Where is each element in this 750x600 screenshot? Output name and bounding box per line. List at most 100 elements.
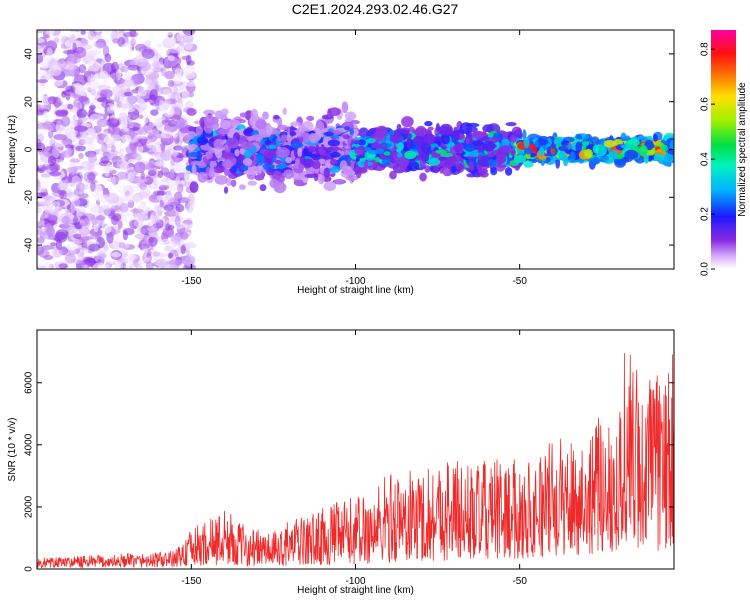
spectrogram-cell [184,171,195,182]
spectrogram-cell [132,50,142,56]
spectrogram-cell [282,107,287,116]
spectrogram-cell [344,149,350,156]
spectrogram-cell [581,141,590,146]
spectrogram-cell [103,135,114,145]
spectrogram-cell [120,43,133,55]
spectrogram-cell [97,96,108,103]
spectrogram-cell [75,145,86,152]
spectrogram-cell [137,259,145,265]
spectrogram-cell [53,37,60,44]
spectrogram-cell [364,146,372,152]
spectrogram-cell [52,249,63,258]
spectrogram-cell [119,202,129,213]
spectrogram-cell [273,115,280,120]
spectrogram-cell [223,186,229,194]
spectrogram-cell [277,136,282,142]
spectrogram-cell [389,170,397,180]
spectrogram-cell [212,165,226,173]
spectrogram-cell [74,207,87,217]
spectrogram-cell [276,147,290,158]
spectrogram-cell [138,99,148,111]
spectrogram-cell [653,134,658,142]
spectrogram-cell [213,138,224,150]
spectrogram-cell [37,234,41,239]
spectrogram-cell [123,264,131,269]
spectrogram-cell [41,199,54,212]
y-tick-label: 4000 [24,433,35,456]
spectrogram-cell [136,156,143,162]
snr-series [37,352,674,569]
spectrogram-cell [37,79,49,84]
spectrogram-cell [191,164,197,175]
spectrogram-cell [88,243,101,252]
spectrogram-cell [435,123,440,132]
spectrogram-cell [185,202,194,214]
spectrogram-cell [78,260,85,269]
spectrogram-cell [174,68,183,75]
x-tick-label: -100 [345,576,365,587]
spectrogram-cell [427,126,434,131]
spectrogram-cell [275,164,286,170]
spectrogram-cell [87,154,97,163]
spectrogram-cell [41,245,55,250]
spectrogram-cell [162,227,174,238]
spectrogram-cell [504,167,513,176]
spectrogram-cell [424,165,431,173]
spectrogram-cell [472,140,485,146]
spectrogram-cell [509,134,517,143]
spectrogram-cell [91,233,98,240]
spectrogram-cell [95,215,106,221]
spectrogram-cell [163,30,174,36]
spectrogram-cell [259,184,267,192]
spectrogram-cell [229,165,237,174]
spectrogram-cell [66,62,78,71]
spectrogram-cell [171,150,179,157]
spectrogram-cell [120,65,129,73]
spectrogram-cell [87,172,96,181]
spectrogram-cell [455,156,460,163]
spectrogram-cell [620,132,627,142]
spectrogram-cell [330,151,341,158]
spectrogram-cell [264,139,272,146]
spectrogram-cell [498,145,513,155]
spectrogram-cell [78,117,88,122]
spectrogram-cell [125,114,131,120]
spectrogram-cell [144,77,159,86]
spectrogram-cell [224,146,231,154]
spectrogram-cell [125,143,138,155]
spectrogram-cell [69,158,81,163]
y-tick-label: -20 [24,190,35,205]
spectrogram-cell [349,128,354,136]
spectrogram-cell [107,106,114,114]
spectrogram-cell [120,134,132,143]
spectrogram-cell [534,140,540,148]
spectrogram-cell [103,246,109,251]
spectrogram-cell [165,264,178,269]
spectrogram-cell [111,252,122,258]
spectrogram-cell [323,181,337,192]
spectrogram-cell [400,127,410,135]
spectrogram-cell [55,239,63,251]
spectrogram-cell [81,249,88,254]
spectrogram-cell [435,149,448,154]
spectrogram-cell [186,108,197,116]
spectrogram-cell [147,169,157,177]
spectrogram-cell [93,30,104,33]
spectrogram-cell [240,141,254,150]
spectrogram-cell [162,49,170,55]
spectrogram-cell [61,138,73,146]
spectrogram-cell [653,153,665,161]
spectrogram-cell [177,197,191,203]
colorbar-tick-label: 0.2 [700,207,711,221]
spectrogram-cell [104,53,112,63]
spectrogram-cell [53,62,63,70]
spectrogram-cell [62,49,76,55]
spectrogram-cell [127,64,140,71]
spectrogram-cell [157,170,164,179]
spectrogram-cell [158,100,165,110]
spectrogram-cell [553,137,564,146]
spectrogram-cell [397,142,404,151]
spectrogram-cell [57,180,69,191]
spectrogram-cell [54,141,64,148]
spectrogram-cell [139,228,147,235]
